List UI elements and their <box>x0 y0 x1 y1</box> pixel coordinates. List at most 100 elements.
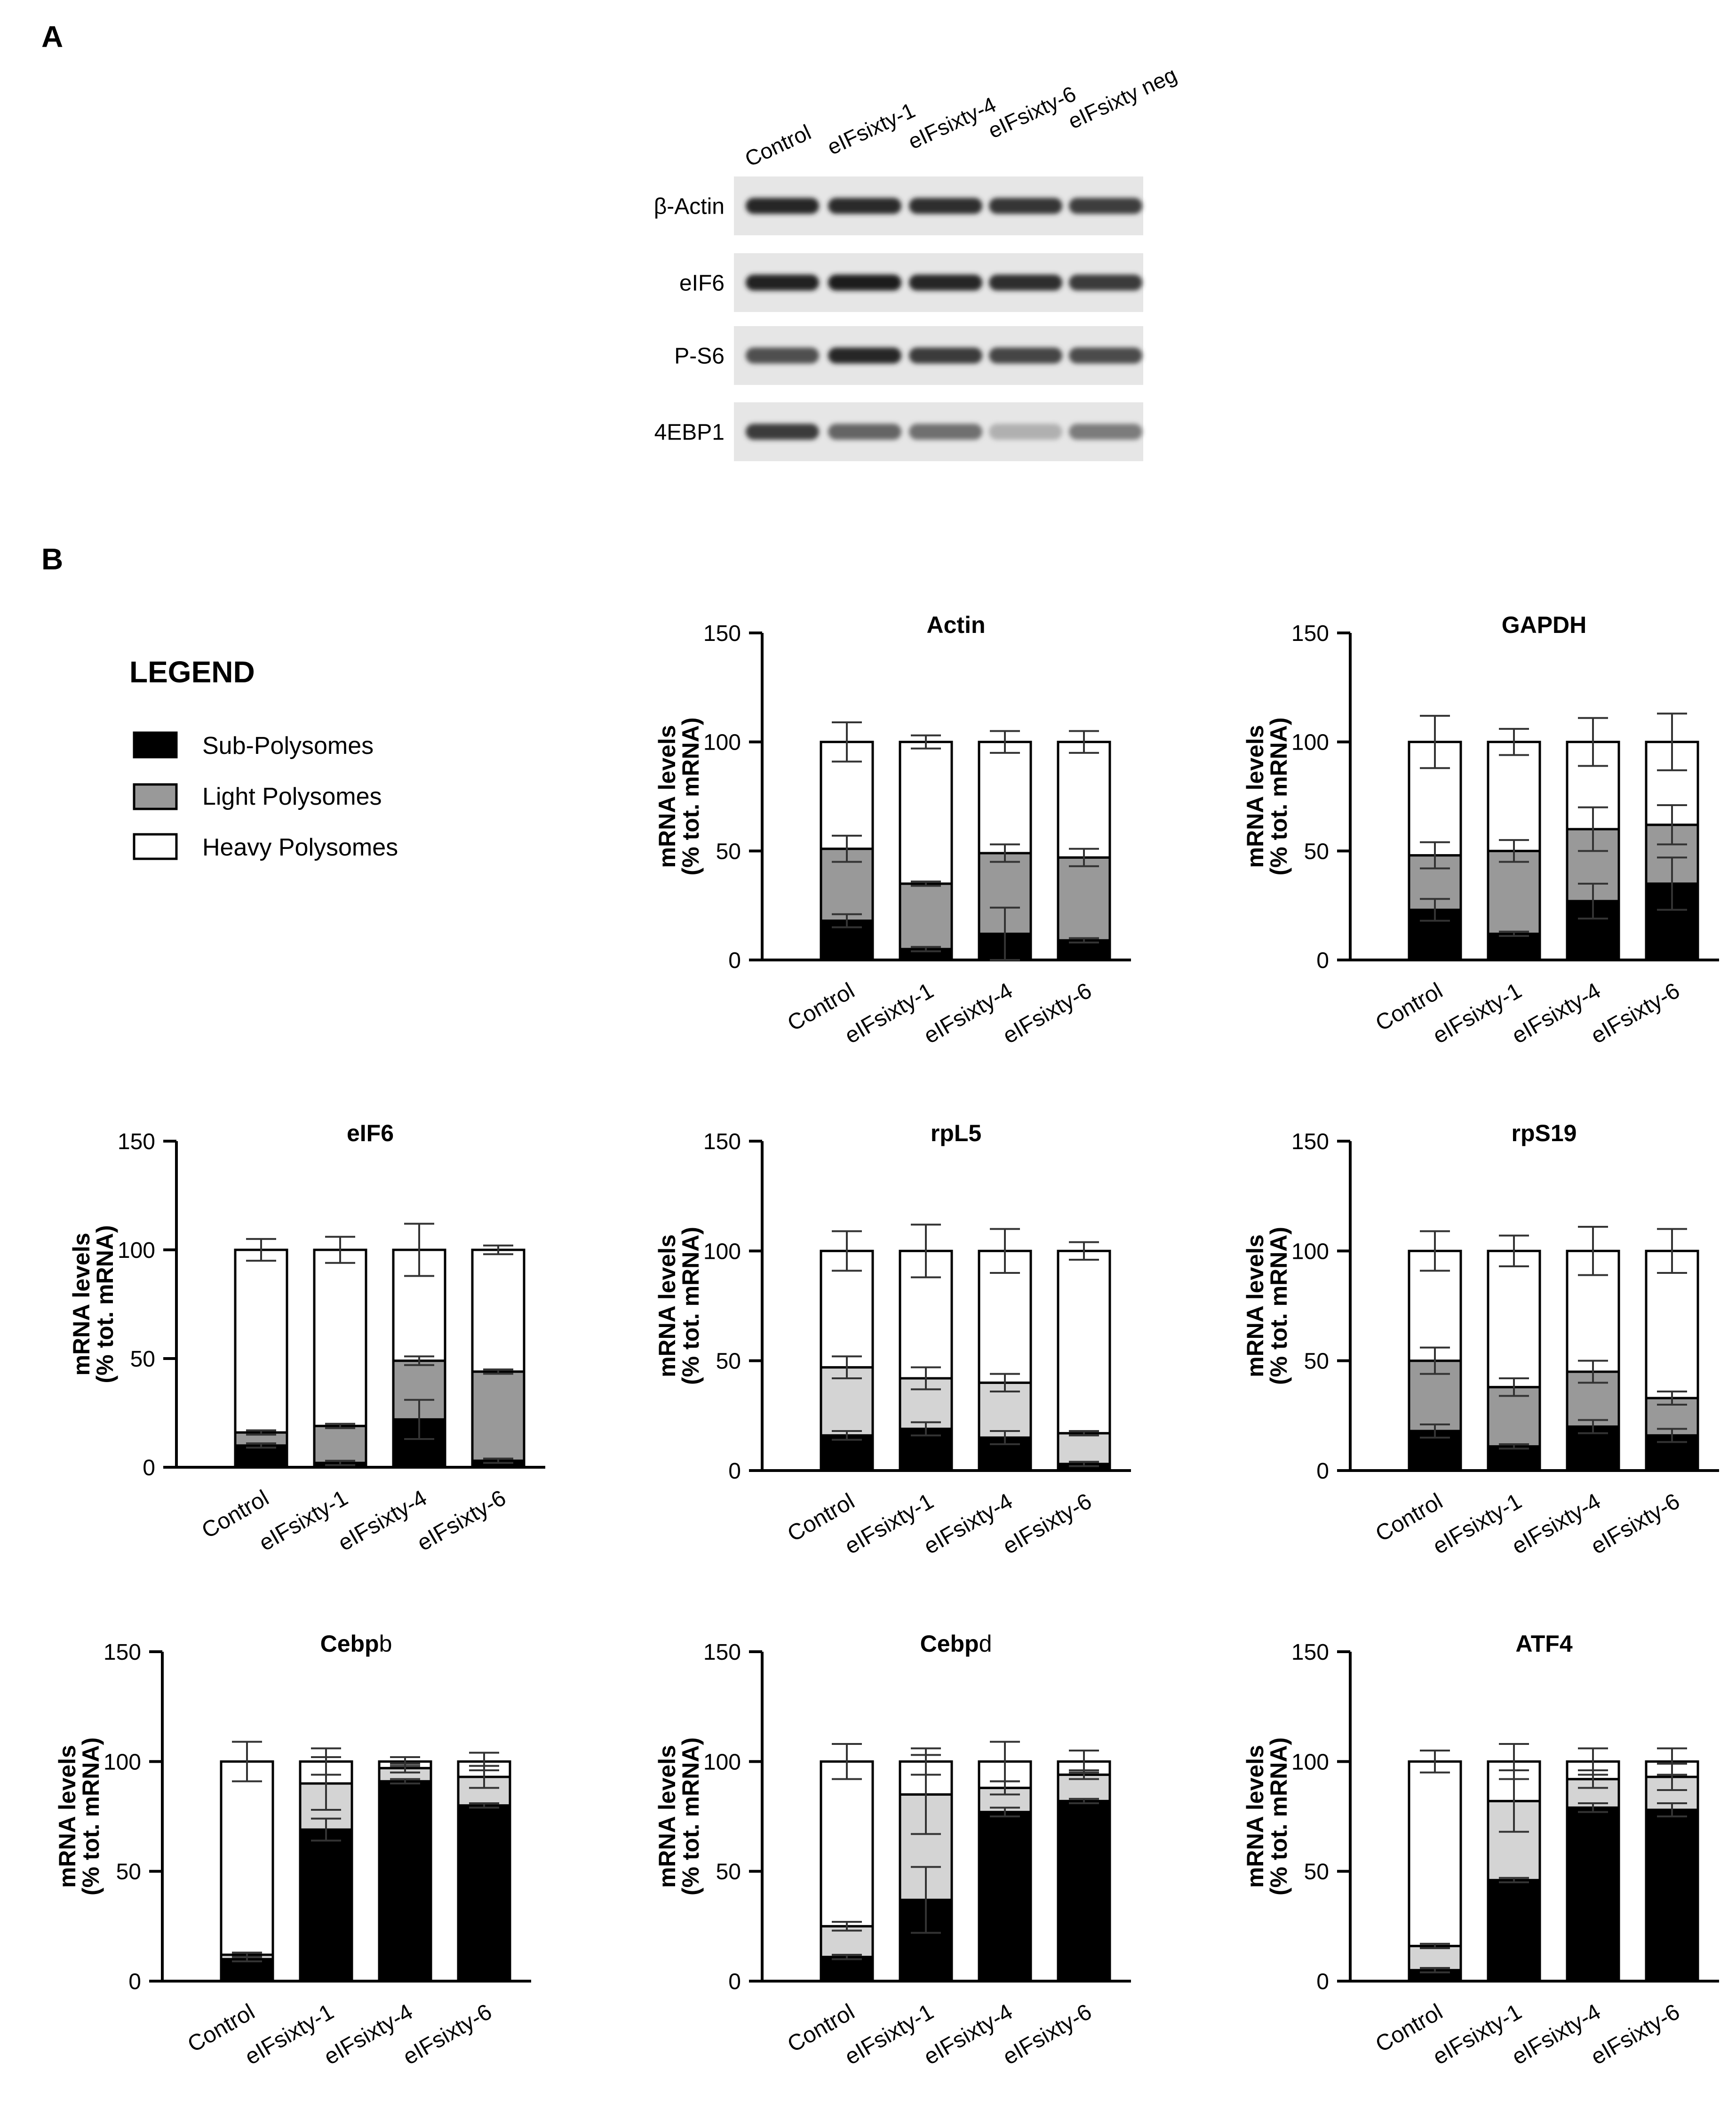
chart-title: rpS19 <box>1512 1120 1577 1146</box>
blot-band <box>828 347 901 364</box>
x-category-label: eIFsixty-6 <box>999 978 1096 1049</box>
y-tick-label: 100 <box>703 730 741 755</box>
y-tick-label: 0 <box>728 1459 741 1484</box>
y-axis-title: mRNA levels <box>68 1233 95 1376</box>
bar-segment-light-polysomes <box>471 1370 526 1462</box>
y-axis-title: mRNA levels <box>654 725 680 868</box>
blot-row-label: 4EBP1 <box>654 420 725 445</box>
y-axis-title-unit: (% tot. mRNA) <box>677 1227 704 1385</box>
y-tick-label: 150 <box>1291 1640 1329 1665</box>
x-category-label: eIFsixty-4 <box>920 1999 1017 2070</box>
bar-segment-sub-polysomes <box>1566 1806 1620 1983</box>
bar-segment-light-polysomes <box>1057 1432 1111 1465</box>
y-axis-title-unit: (% tot. mRNA) <box>677 1737 704 1895</box>
bar-segment-heavy-polysomes <box>313 1248 367 1427</box>
western-blot: Control eIFsixty-1eIFsixty-4eIFsixty-6eIF… <box>654 62 1180 461</box>
chart-title: rpL5 <box>931 1120 981 1146</box>
y-axis-title-unit: (% tot. mRNA) <box>78 1737 104 1895</box>
y-tick-label: 50 <box>1304 839 1329 864</box>
y-tick-label: 150 <box>703 1640 741 1665</box>
x-category-label: eIFsixty-6 <box>1587 1999 1684 2070</box>
chart-title: ATF4 <box>1515 1631 1572 1657</box>
y-tick-label: 50 <box>130 1347 155 1372</box>
y-tick-label: 150 <box>104 1640 141 1665</box>
y-tick-label: 0 <box>728 948 741 973</box>
chart-title: Cebpb <box>320 1631 392 1657</box>
panel-a: A Control eIFsixty-1eIFsixty-4eIFsixty-6e… <box>41 20 1180 461</box>
x-category-label: eIFsixty-4 <box>1508 1489 1605 1559</box>
blot-band <box>746 347 819 364</box>
bar-segment-heavy-polysomes <box>978 1249 1032 1384</box>
x-category-label: eIFsixty-4 <box>920 1489 1017 1559</box>
x-category-label: eIFsixty-1 <box>1429 1999 1526 2070</box>
chart-title: Actin <box>927 612 986 638</box>
legend-item-light: Light Polysomes <box>133 783 382 810</box>
bar-segment-heavy-polysomes <box>820 1760 874 1927</box>
y-tick-label: 100 <box>118 1238 155 1263</box>
y-axis-title-unit: (% tot. mRNA) <box>92 1225 118 1383</box>
bar-segment-heavy-polysomes <box>1487 741 1541 852</box>
legend-swatch-heavy <box>133 833 178 860</box>
bar-segment-light-polysomes <box>1057 856 1111 942</box>
y-tick-label: 150 <box>703 1129 741 1154</box>
y-tick-label: 150 <box>703 621 741 646</box>
bar-segment-sub-polysomes <box>1487 1879 1541 1983</box>
y-tick-label: 150 <box>118 1129 155 1154</box>
bar-segment-sub-polysomes <box>1645 1808 1699 1983</box>
blot-band <box>1069 198 1142 214</box>
x-category-label: eIFsixty-1 <box>1429 978 1526 1049</box>
bar-segment-heavy-polysomes <box>1645 1249 1699 1399</box>
x-category-label: eIFsixty-6 <box>1587 1489 1684 1559</box>
blot-band <box>909 198 982 214</box>
y-axis-title: mRNA levels <box>1242 1745 1268 1888</box>
y-axis-title: mRNA levels <box>1242 725 1268 868</box>
y-tick-label: 50 <box>1304 1349 1329 1374</box>
bar-segment-heavy-polysomes <box>234 1248 288 1434</box>
bar-segment-heavy-polysomes <box>1057 741 1111 859</box>
y-axis-title-unit: (% tot. mRNA) <box>1266 1227 1292 1385</box>
y-axis-title-unit: (% tot. mRNA) <box>1266 1737 1292 1895</box>
blot-row: 4EBP1 <box>654 402 1143 461</box>
y-axis-title: mRNA levels <box>54 1745 80 1888</box>
blot-band <box>746 198 819 214</box>
bar-segment-heavy-polysomes <box>978 741 1032 855</box>
legend-title: LEGEND <box>129 655 255 689</box>
blot-lane-label: Control <box>741 120 814 171</box>
blot-band <box>828 424 901 440</box>
y-tick-label: 50 <box>716 1860 741 1885</box>
y-tick-label: 100 <box>703 1750 741 1775</box>
x-category-label: eIFsixty-4 <box>334 1486 431 1556</box>
panel-b: B LEGEND Sub-Polysomes Light Polysomes H… <box>41 542 1719 2070</box>
x-category-label: eIFsixty-1 <box>255 1486 352 1556</box>
x-category-label: eIFsixty-6 <box>999 1489 1096 1559</box>
y-tick-label: 150 <box>1291 621 1329 646</box>
blot-row-label: β-Actin <box>654 194 725 219</box>
bar-segment-heavy-polysomes <box>471 1248 526 1373</box>
y-axis-title: mRNA levels <box>654 1745 680 1888</box>
bar-segment-light-polysomes <box>899 882 953 951</box>
y-tick-label: 0 <box>1316 948 1329 973</box>
x-category-label: eIFsixty-1 <box>841 1999 938 2070</box>
blot-band <box>909 274 982 291</box>
y-axis-title-unit: (% tot. mRNA) <box>677 717 704 875</box>
x-category-label: eIFsixty-4 <box>1508 1999 1605 2070</box>
y-tick-label: 0 <box>728 1969 741 1994</box>
x-category-label: eIFsixty-4 <box>920 978 1017 1049</box>
blot-lane-label: eIFsixty neg <box>1064 62 1180 134</box>
bar-segment-heavy-polysomes <box>220 1760 274 1956</box>
blot-band <box>909 424 982 440</box>
x-category-label: eIFsixty-4 <box>1508 978 1605 1049</box>
legend-label-sub: Sub-Polysomes <box>202 732 374 760</box>
bar-segment-sub-polysomes <box>1487 932 1541 961</box>
blot-row: β-Actin <box>654 176 1143 235</box>
legend-swatch-light <box>133 783 178 810</box>
x-category-label: eIFsixty-6 <box>1587 978 1684 1049</box>
